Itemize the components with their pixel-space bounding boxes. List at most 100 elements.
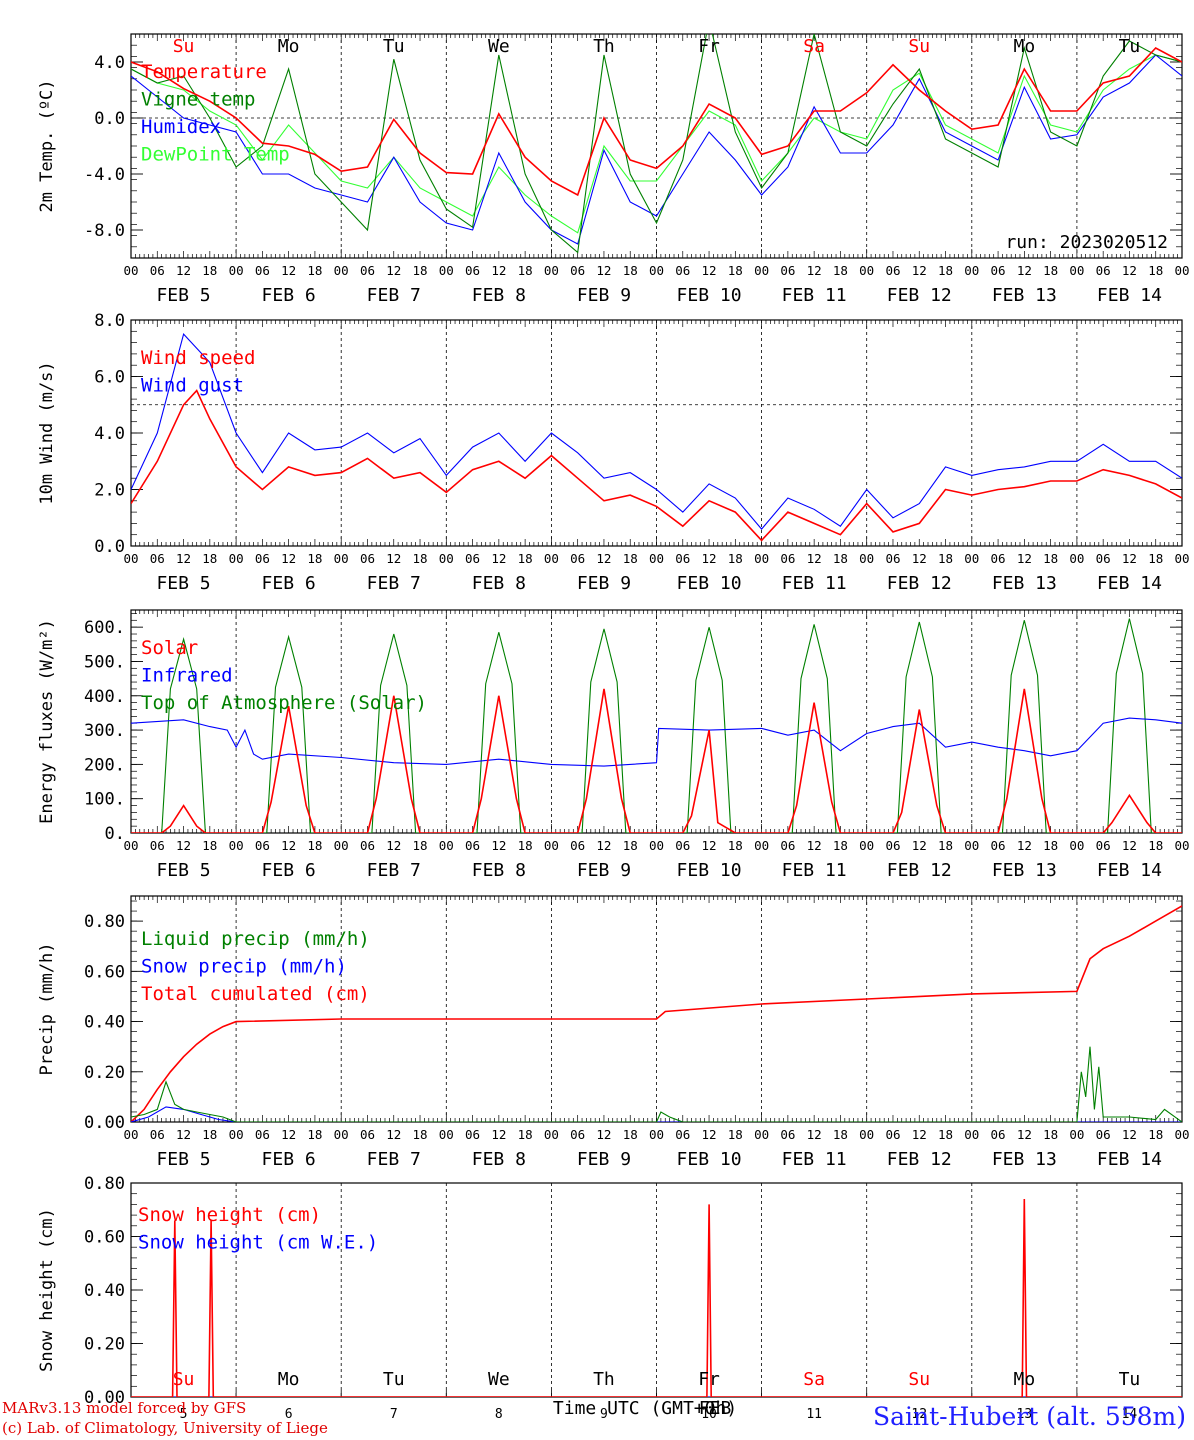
hour-tick-label: 06 [991,1127,1006,1142]
hour-tick-label: 18 [938,1127,953,1142]
hour-tick-label: 00 [1069,1127,1084,1142]
date-label: FEB 7 [367,860,421,881]
date-label: FEB 5 [156,573,210,594]
hour-tick-label: 06 [465,1127,480,1142]
hour-tick-label: 06 [1096,838,1111,853]
legend-solar: Solar [141,637,198,659]
hour-tick-label: 06 [675,551,690,566]
hour-tick-label: 12 [807,1127,822,1142]
hour-tick-label: 12 [702,1127,717,1142]
hour-tick-label: 00 [544,551,559,566]
day-number-label: 10 [701,1407,717,1422]
hour-tick-label: 18 [1043,1127,1058,1142]
hour-tick-label: 12 [702,263,717,278]
series-group [131,905,1182,1122]
hour-tick-label: 12 [912,1127,927,1142]
hour-tick-label: 06 [255,838,270,853]
date-label: FEB 8 [472,860,526,881]
series-group [131,34,1182,254]
hour-tick-label: 06 [885,263,900,278]
date-label: FEB 10 [677,285,742,306]
y-tick-label: 100. [84,790,125,810]
hour-tick-label: 12 [1017,1127,1032,1142]
weekday-label: Mo [278,1369,300,1390]
hour-tick-label: 06 [150,838,165,853]
hour-tick-label: 06 [360,263,375,278]
hour-tick-label: 12 [491,551,506,566]
date-label: FEB 10 [677,573,742,594]
weekday-label: We [488,36,510,57]
series-line-total-cumulated-cm- [131,905,1182,1122]
hour-tick-label: 12 [807,838,822,853]
hour-tick-label: 12 [702,551,717,566]
hour-tick-label: 00 [123,263,138,278]
date-label: FEB 12 [887,285,952,306]
hour-tick-label: 00 [439,838,454,853]
hour-tick-label: 18 [1043,263,1058,278]
hour-tick-label: 06 [255,1127,270,1142]
hour-tick-label: 06 [780,1127,795,1142]
hour-tick-label: 18 [412,263,427,278]
weekday-label: Tu [1119,1369,1141,1390]
legend-snow-precip-mm-h-: Snow precip (mm/h) [141,956,347,978]
date-label: FEB 13 [992,1149,1057,1170]
hour-tick-label: 12 [912,263,927,278]
y-tick-label: 4.0 [94,53,125,73]
hour-tick-label: 18 [518,551,533,566]
hour-tick-label: 06 [150,551,165,566]
series-line-top-of-atmosphere-solar- [131,618,1182,833]
hour-tick-label: 06 [360,551,375,566]
hour-tick-label: 00 [754,263,769,278]
hour-tick-label: 00 [229,551,244,566]
y-axis-label: 10m Wind (m/s) [37,361,57,504]
hour-tick-label: 18 [1148,838,1163,853]
date-label: FEB 14 [1097,860,1162,881]
hour-tick-label: 12 [491,838,506,853]
hour-tick-label: 00 [334,838,349,853]
legend-infrared: Infrared [141,665,233,687]
y-tick-label: 0.40 [84,1281,125,1301]
hour-tick-label: 12 [176,551,191,566]
weekday-label: Su [173,1369,195,1390]
legend-wind-speed: Wind speed [141,347,255,369]
series-line-snow-height-cm- [131,1198,1182,1397]
hour-tick-label: 00 [859,838,874,853]
y-tick-label: 0.60 [84,1228,125,1248]
hour-tick-label: 12 [281,551,296,566]
date-label: FEB 9 [577,1149,631,1170]
hour-tick-label: 18 [202,838,217,853]
legend-wind-gust: Wind gust [141,375,244,397]
hour-tick-label: 00 [649,551,664,566]
hour-tick-label: 12 [386,838,401,853]
weekday-label: Tu [383,36,405,57]
legend-humidex: Humidex [141,116,221,138]
y-tick-label: 300. [84,721,125,741]
hour-tick-label: 00 [859,263,874,278]
day-number-label: 7 [390,1407,398,1422]
date-label: FEB 11 [782,1149,847,1170]
legend-total-cumulated-cm-: Total cumulated (cm) [141,983,370,1005]
weekday-label: Su [908,1369,930,1390]
hour-tick-label: 18 [307,838,322,853]
hour-tick-label: 00 [439,263,454,278]
hour-tick-label: 18 [728,551,743,566]
weekday-label: Mo [278,36,300,57]
hour-tick-label: 06 [675,263,690,278]
date-label: FEB 14 [1097,573,1162,594]
date-label: FEB 6 [262,285,316,306]
series-line-temperature [131,47,1182,197]
hour-tick-label: 18 [728,838,743,853]
hour-tick-label: 00 [649,838,664,853]
legend-top-of-atmosphere-solar-: Top of Atmosphere (Solar) [141,692,427,714]
hour-tick-label: 18 [412,838,427,853]
y-tick-label: 600. [84,618,125,638]
hour-tick-label: 12 [1017,263,1032,278]
weekday-label: Fr [698,36,720,57]
y-axis-label: Energy fluxes (W/m²) [37,619,57,824]
day-number-label: 14 [1122,1407,1138,1422]
hour-tick-label: 12 [596,263,611,278]
hour-tick-label: 00 [123,551,138,566]
hour-tick-label: 00 [859,551,874,566]
hour-tick-label: 06 [1096,1127,1111,1142]
